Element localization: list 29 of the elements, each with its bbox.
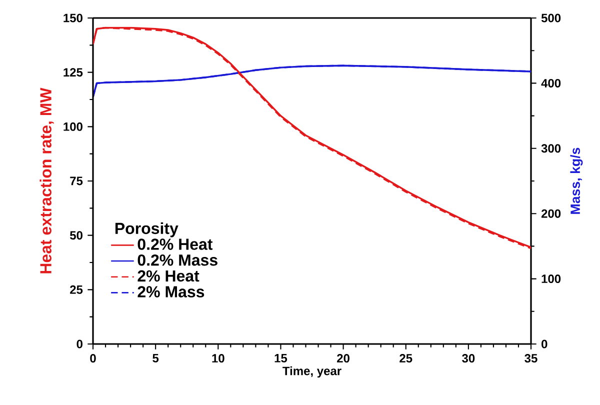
legend-title: Porosity [115, 222, 178, 238]
y2-tick-label: 400 [541, 78, 561, 88]
x-axis-title: Time, year [282, 366, 342, 378]
y-tick-label: 25 [70, 285, 83, 294]
x-tick-label: 5 [152, 354, 159, 362]
legend-label: 0.2% Heat [138, 238, 213, 250]
x-tick-label: 35 [524, 354, 538, 363]
x-tick-label: 25 [400, 354, 412, 363]
y-tick-label: 75 [70, 176, 83, 186]
y-tick-label: 150 [64, 14, 82, 22]
y2-tick-label: 200 [541, 209, 561, 218]
y-tick-label: 100 [64, 122, 82, 131]
y2-axis-title: Mass, kg/s [570, 148, 583, 214]
y-axis-title: Heat extraction rate, MW [40, 88, 54, 274]
x-tick-label: 10 [212, 354, 224, 363]
y-tick-label: 125 [64, 68, 83, 77]
x-tick-label: 30 [462, 354, 475, 363]
y2-tick-label: 300 [541, 144, 561, 153]
x-tick-label: 0 [90, 354, 96, 363]
y2-tick-label: 0 [542, 340, 548, 348]
y-tick-label: 50 [70, 231, 82, 240]
x-tick-label: 20 [337, 354, 350, 363]
y2-tick-label: 500 [541, 14, 561, 22]
x-tick-label: 15 [274, 354, 288, 362]
y2-tick-label: 100 [542, 274, 561, 284]
legend-label: 2% Mass [138, 286, 204, 298]
legend-label: 2% Heat [138, 270, 200, 282]
y-tick-label: 0 [76, 340, 82, 348]
legend-label: 0.2% Mass [138, 254, 218, 266]
